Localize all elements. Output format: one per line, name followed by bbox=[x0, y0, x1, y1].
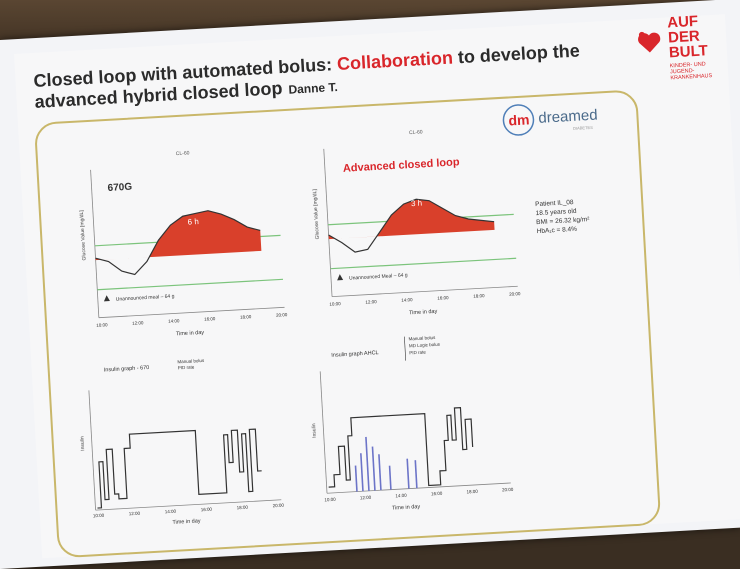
ylabel: Glucose Value [mg/dL] bbox=[79, 209, 88, 260]
x-tick-label: 10:00 bbox=[93, 513, 105, 519]
x-tick-label: 10:00 bbox=[96, 322, 108, 328]
xlabel: Time in day bbox=[176, 330, 205, 338]
glucose-line bbox=[95, 210, 261, 276]
x-tick-label: 14:00 bbox=[165, 509, 177, 515]
bolus-bars bbox=[354, 436, 418, 492]
meal-marker-icon bbox=[103, 295, 110, 302]
pid-rate-line bbox=[97, 428, 262, 509]
x-tick-label: 18:00 bbox=[466, 489, 478, 495]
chart-title: Insulin graph - 670 bbox=[104, 365, 150, 374]
xlabel: Time in day bbox=[172, 518, 201, 526]
author: Danne T. bbox=[288, 79, 339, 97]
dreamed-logo: dm dreamed DIABETES bbox=[502, 104, 598, 136]
brand-name: AUF DER BULT bbox=[667, 13, 709, 62]
panel-label: CL-60 bbox=[409, 129, 423, 136]
hyperglycemia-area bbox=[95, 210, 262, 261]
glucose-line bbox=[328, 198, 495, 253]
x-tick-label: 16:00 bbox=[437, 295, 449, 301]
x-tick-label: 18:00 bbox=[240, 314, 252, 320]
legend-1: MD Logic bolus bbox=[409, 342, 441, 349]
event-label: Unannounced Meal – 64 g bbox=[349, 272, 408, 281]
x-tick-label: 14:00 bbox=[395, 493, 407, 499]
legend-0: Manual bolus bbox=[408, 335, 436, 342]
meal-marker-icon bbox=[337, 274, 344, 281]
dreamed-text: dreamed bbox=[538, 107, 598, 127]
ylabel: Insulin bbox=[79, 436, 86, 451]
ylabel: Insulin bbox=[311, 423, 318, 438]
chart-title: Advanced closed loop bbox=[343, 156, 461, 175]
x-tick-label: 20:00 bbox=[272, 503, 284, 509]
legend-1: PID rate bbox=[178, 364, 195, 370]
chart-670g-insulin: Insulin graph - 670 Manual bolus PID rat… bbox=[79, 358, 284, 526]
x-tick-label: 20:00 bbox=[502, 487, 514, 493]
target-low-line bbox=[97, 278, 284, 291]
dreamed-sub: DIABETES bbox=[573, 125, 593, 131]
heart-icon bbox=[638, 31, 661, 53]
x-tick-label: 10:00 bbox=[324, 497, 336, 503]
chart-ahcl-insulin: Insulin graph AHCL Manual bolus MD Logic… bbox=[311, 335, 514, 512]
x-tick-label: 12:00 bbox=[365, 299, 377, 305]
chart-title: Insulin graph AHCL bbox=[331, 350, 379, 359]
panel-label: CL-60 bbox=[176, 150, 190, 157]
duration-label: 3 h bbox=[411, 198, 423, 208]
x-tick-label: 12:00 bbox=[360, 495, 372, 501]
x-tick-label: 16:00 bbox=[204, 316, 216, 322]
title-highlight: Collaboration bbox=[336, 47, 454, 74]
pid-rate-line bbox=[328, 406, 474, 488]
slide: Closed loop with automated bolus: Collab… bbox=[14, 12, 740, 559]
ylabel: Glucose Value [mg/dL] bbox=[312, 188, 321, 239]
x-tick-label: 14:00 bbox=[168, 318, 180, 324]
chart-ahcl-glucose: CL-60 Glucose Value [mg/dL] Advanced clo… bbox=[312, 129, 521, 317]
dreamed-ring-icon bbox=[502, 104, 535, 136]
chart-670g-glucose: CL-60 Glucose Value [mg/dL] 670G 6 h Una… bbox=[79, 150, 288, 338]
xlabel: Time in day bbox=[392, 504, 421, 512]
legend-0: Manual bolus bbox=[177, 358, 205, 365]
event-label: Unannounced meal – 64 g bbox=[116, 293, 175, 302]
x-tick-label: 16:00 bbox=[201, 507, 213, 513]
x-tick-label: 10:00 bbox=[329, 301, 341, 307]
x-tick-label: 20:00 bbox=[509, 291, 521, 297]
x-tick-label: 18:00 bbox=[237, 505, 249, 511]
hyperglycemia-area bbox=[328, 199, 495, 240]
dreamed-mark: dm bbox=[508, 111, 530, 128]
x-tick-label: 12:00 bbox=[132, 320, 144, 326]
title-part2: to develop the bbox=[452, 40, 581, 68]
x-tick-label: 16:00 bbox=[431, 491, 443, 497]
xlabel: Time in day bbox=[409, 309, 438, 317]
x-tick-label: 18:00 bbox=[473, 293, 485, 299]
x-tick-label: 14:00 bbox=[401, 297, 413, 303]
legend-2: PID rate bbox=[409, 349, 426, 355]
patient-info: Patient IL_08 18.5 years old BMI = 26.32… bbox=[535, 197, 590, 236]
target-low-line bbox=[330, 257, 517, 270]
brand-logo: AUF DER BULT KINDER- UND JUGEND- KRANKEN… bbox=[633, 12, 727, 97]
brand-line3: BULT bbox=[668, 42, 709, 62]
chart-title: 670G bbox=[107, 182, 132, 194]
brand-subtitle: KINDER- UND JUGEND- KRANKENHAUS bbox=[669, 61, 713, 82]
duration-label: 6 h bbox=[187, 217, 199, 227]
x-tick-label: 12:00 bbox=[129, 511, 141, 517]
x-tick-label: 20:00 bbox=[276, 312, 288, 318]
